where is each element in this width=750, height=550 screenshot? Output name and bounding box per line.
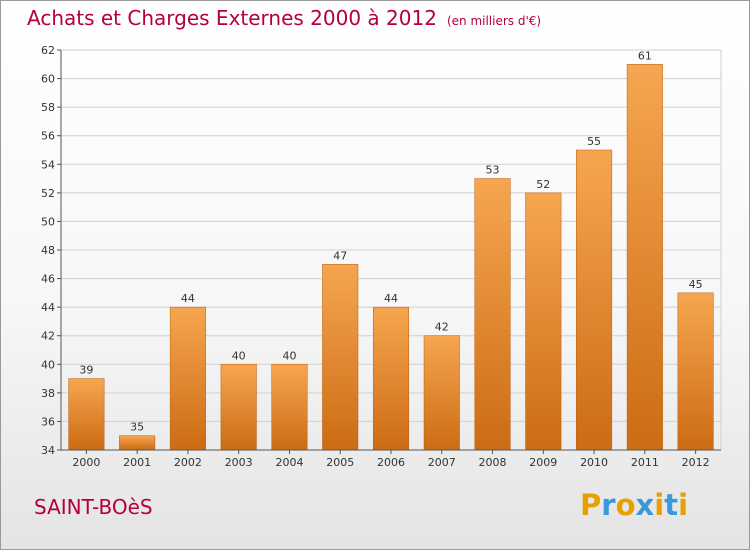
bar-2010 xyxy=(576,149,613,451)
data-label-2006: 44 xyxy=(384,292,398,305)
bar-2005 xyxy=(322,264,359,451)
chart-subtitle: (en milliers d'€) xyxy=(446,14,542,28)
data-label-2010: 55 xyxy=(587,135,601,148)
bar-2003 xyxy=(220,364,257,451)
x-tick-label-2002: 2002 xyxy=(174,456,202,469)
bars xyxy=(68,64,714,451)
bar-2009 xyxy=(525,192,562,451)
data-label-2009: 52 xyxy=(536,178,550,191)
logo-letter: P xyxy=(580,488,602,522)
x-tick-label-2003: 2003 xyxy=(225,456,253,469)
data-label-2000: 39 xyxy=(79,364,93,377)
bar-2007 xyxy=(423,335,460,451)
x-tick-label-2005: 2005 xyxy=(326,456,354,469)
y-tick-label: 36 xyxy=(41,415,55,428)
x-tick-label-2012: 2012 xyxy=(682,456,710,469)
chart-title-block: Achats et Charges Externes 2000 à 2012 (e… xyxy=(27,6,541,30)
logo-letter: o xyxy=(615,488,636,522)
y-tick-label: 38 xyxy=(41,387,55,400)
data-label-2001: 35 xyxy=(130,421,144,434)
data-label-2008: 53 xyxy=(486,164,500,177)
y-tick-label: 50 xyxy=(41,215,55,228)
bar-2011 xyxy=(626,64,663,451)
data-label-2002: 44 xyxy=(181,292,195,305)
bar-2000 xyxy=(68,378,105,451)
city-name: SAINT-BOèS xyxy=(34,495,153,519)
y-tick-label: 48 xyxy=(41,244,55,257)
x-tick-label-2004: 2004 xyxy=(275,456,303,469)
data-label-2012: 45 xyxy=(689,278,703,291)
data-label-2007: 42 xyxy=(435,321,449,334)
logo-letter: x xyxy=(635,488,655,522)
bar-2002 xyxy=(169,306,206,451)
y-tick-label: 46 xyxy=(41,273,55,286)
logo-letter: i xyxy=(678,488,689,522)
y-tick-label: 60 xyxy=(41,73,55,86)
logo-letter: r xyxy=(601,488,616,522)
x-tick-label-2010: 2010 xyxy=(580,456,608,469)
x-tick-label-2001: 2001 xyxy=(123,456,151,469)
x-tick-label-2007: 2007 xyxy=(428,456,456,469)
x-tick-label-2000: 2000 xyxy=(72,456,100,469)
x-tick-label-2009: 2009 xyxy=(529,456,557,469)
proxiti-logo: Proxiti xyxy=(580,488,688,522)
y-tick-label: 34 xyxy=(41,444,55,457)
data-label-2004: 40 xyxy=(282,349,296,362)
labels: 34 36 38 40 42 44 46 48 50 52 54 56 58 60 62 39 2000 35 20… xyxy=(41,44,710,469)
x-tick-label-2006: 2006 xyxy=(377,456,405,469)
axes xyxy=(57,49,721,454)
x-tick-label-2011: 2011 xyxy=(631,456,659,469)
bar-2006 xyxy=(372,306,410,451)
y-tick-label: 54 xyxy=(41,158,55,171)
y-tick-label: 62 xyxy=(41,44,55,57)
logo-letter: t xyxy=(664,488,679,522)
x-tick-label-2008: 2008 xyxy=(479,456,507,469)
bar-2001 xyxy=(119,435,156,451)
bar-2012 xyxy=(677,292,714,451)
y-tick-label: 52 xyxy=(41,187,55,200)
y-tick-label: 56 xyxy=(41,130,55,143)
bar-2004 xyxy=(271,364,308,451)
y-tick-label: 42 xyxy=(41,330,55,343)
y-tick-label: 44 xyxy=(41,301,55,314)
y-tick-label: 40 xyxy=(41,358,55,371)
data-label-2003: 40 xyxy=(232,349,246,362)
y-tick-label: 58 xyxy=(41,101,55,114)
logo-letter: i xyxy=(654,488,665,522)
bar-2008 xyxy=(474,178,511,451)
chart-title: Achats et Charges Externes 2000 à 2012 xyxy=(27,6,437,30)
data-label-2005: 47 xyxy=(333,249,347,262)
data-label-2011: 61 xyxy=(638,49,652,62)
